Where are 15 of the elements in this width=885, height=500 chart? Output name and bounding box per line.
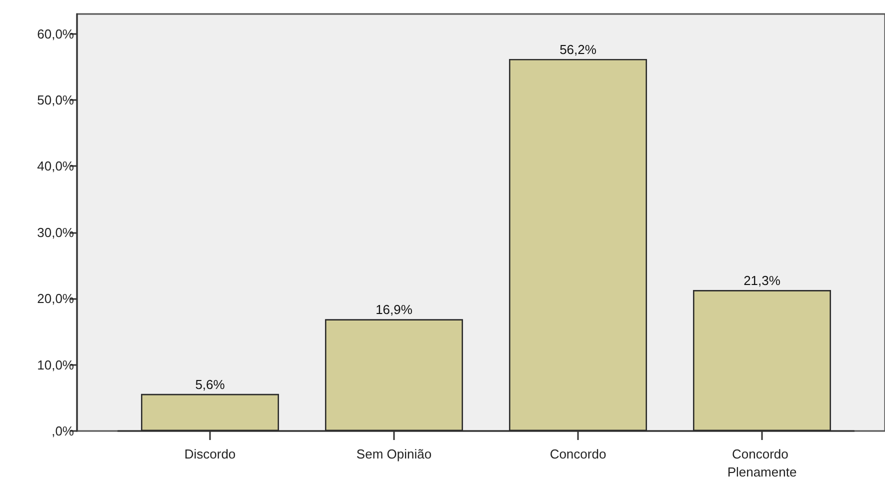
y-tick-label: ,0% xyxy=(52,424,74,438)
x-tick-label: Discordo xyxy=(184,446,236,462)
data-label: 56,2% xyxy=(560,42,597,58)
x-tick-label: Concordo Plenamente xyxy=(727,446,797,480)
data-label: 16,9% xyxy=(376,302,413,318)
y-tick-label: 30,0% xyxy=(37,224,74,240)
y-tick-label: 10,0% xyxy=(37,357,74,372)
y-tick-label: 60,0% xyxy=(37,26,74,42)
y-tick-label: 40,0% xyxy=(37,158,74,174)
data-label: 21,3% xyxy=(744,273,781,288)
y-tick-label: 20,0% xyxy=(37,291,74,306)
y-tick-label: 50,0% xyxy=(37,92,74,108)
x-tick-label: Sem Opinião xyxy=(356,446,432,462)
data-label: 5,6% xyxy=(195,376,226,392)
x-tick-label: Concordo xyxy=(550,446,606,462)
